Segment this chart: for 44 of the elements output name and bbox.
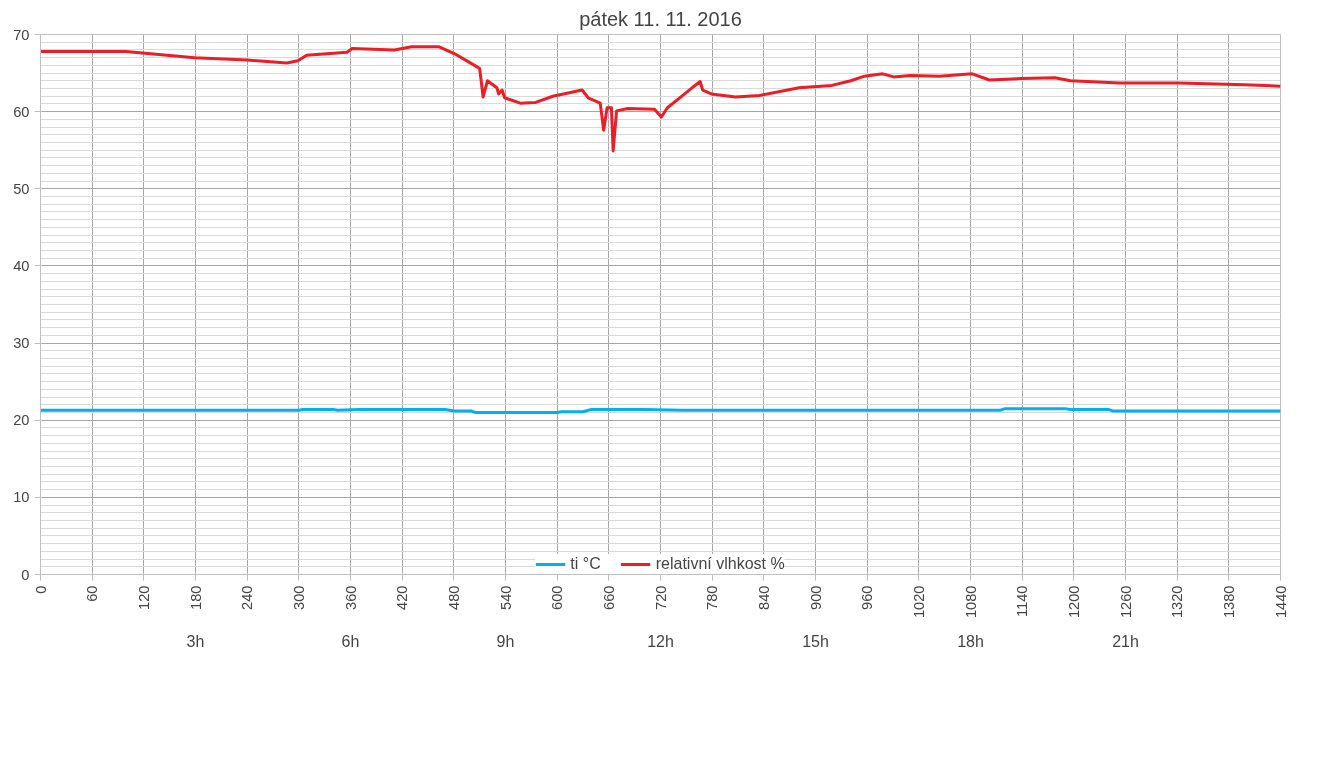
text: 9h: [496, 632, 515, 650]
chart-title: pátek 11. 11. 2016: [579, 7, 742, 30]
x-tick-label: 60: [84, 585, 101, 602]
x-tick-label: 1440: [1272, 585, 1289, 619]
x-tick-label: 1260: [1117, 585, 1134, 619]
x-tick-label: 360: [342, 585, 359, 610]
y-tick-label: 30: [13, 335, 30, 352]
x-tick-label: 900: [807, 585, 824, 610]
x-tick-label: 720: [652, 585, 669, 610]
x-tick-label: 120: [135, 585, 152, 610]
y-tick-label: 40: [13, 257, 30, 274]
x-tick-label: 1380: [1220, 585, 1237, 619]
x-tick-label: 240: [239, 585, 256, 610]
x-tick-label: 480: [445, 585, 462, 610]
x-tick-label: 1140: [1014, 585, 1031, 618]
text: 12h: [647, 632, 674, 650]
x-tick-label: 960: [859, 585, 876, 610]
y-tick-label: 60: [13, 103, 30, 120]
x-tick-label: 180: [187, 585, 204, 610]
x-tick-label: 780: [704, 585, 721, 610]
y-tick-label: 50: [13, 180, 30, 197]
y-tick-label: 0: [21, 566, 30, 583]
x-tick-label: 1080: [962, 585, 979, 619]
legend-label: relativní vlhkost %: [655, 555, 785, 573]
x-tick-label: 600: [549, 585, 566, 610]
x-tick-label: 1200: [1065, 585, 1082, 619]
y-tick-label: 20: [13, 412, 30, 429]
x-tick-label: 1320: [1169, 585, 1186, 619]
text: 6h: [341, 632, 360, 650]
text: 3h: [186, 632, 205, 650]
text: 18h: [957, 632, 984, 650]
line-series: [40, 45, 1281, 153]
x-tick-label: 540: [497, 585, 514, 610]
legend-label: ti °C: [570, 555, 601, 573]
y-tick-label: 70: [13, 26, 30, 43]
x-tick-label: 840: [755, 585, 772, 610]
y-tick-label: 10: [13, 489, 30, 506]
x-tick-label: 660: [600, 585, 617, 610]
text: 15h: [802, 632, 829, 650]
x-tick-label: 420: [394, 585, 411, 610]
x-tick-label: 1020: [910, 585, 927, 619]
x-tick-label: 300: [290, 585, 307, 610]
text: 21h: [1112, 632, 1139, 650]
x-tick-label: 0: [32, 585, 49, 594]
